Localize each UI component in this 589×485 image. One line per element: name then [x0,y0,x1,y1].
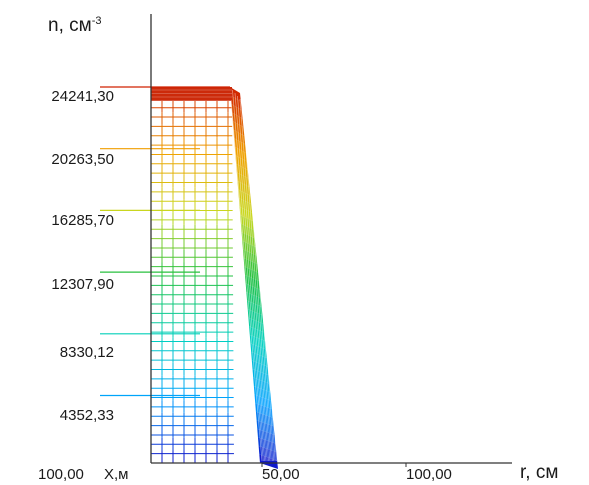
y-axis-label-exponent: -3 [91,15,102,27]
depth-axis-label: X,м [104,466,129,483]
surface-plateau-top [151,87,232,101]
surface-slope-strip [256,420,275,435]
y-tick-label: 4352,33 [59,407,114,424]
surface-slope-gridline [237,95,267,462]
surface-slope-strip [238,198,253,213]
surface-slope-strip [255,411,274,427]
surface-slope-gridline [254,116,276,462]
y-tick-label: 12307,90 [51,276,114,293]
surface-slope-gridline [247,107,272,462]
x-axis-label: r, см [520,462,559,483]
y-tick-label: 16285,70 [51,212,114,229]
x-tick-label: 50,00 [262,466,300,483]
surface-slope-gridline [234,92,265,462]
surface-slope-gridline [244,104,271,462]
surface-slope-gridline [232,89,264,462]
y-tick-label: 8330,12 [59,344,114,361]
surface-slope-strip [239,206,253,222]
y-axis-label-text: n, см [48,15,92,36]
surface-slope-strip [246,292,262,307]
y-axis-label: n, см-3 [48,15,102,36]
surface-slope-gridline [249,110,273,462]
surface-slope-strip [255,403,273,418]
surface-slope-strip [247,309,264,324]
surface-slope-strip [247,300,263,316]
surface-slope-gridline [252,113,275,462]
x-tick-label: 100,00 [38,466,84,483]
y-tick-label: 24241,30 [51,88,114,105]
surface-slope-gridline [229,86,263,462]
x-tick-label: 100,00 [406,466,452,483]
surface-slope-gridline [239,98,268,462]
surface-slope-gridline [257,119,277,462]
y-tick-label: 20263,50 [51,151,114,168]
surface-slope-strip [245,283,261,299]
surface-slope-strip [259,454,278,469]
surface-slope-gridline [242,101,269,462]
